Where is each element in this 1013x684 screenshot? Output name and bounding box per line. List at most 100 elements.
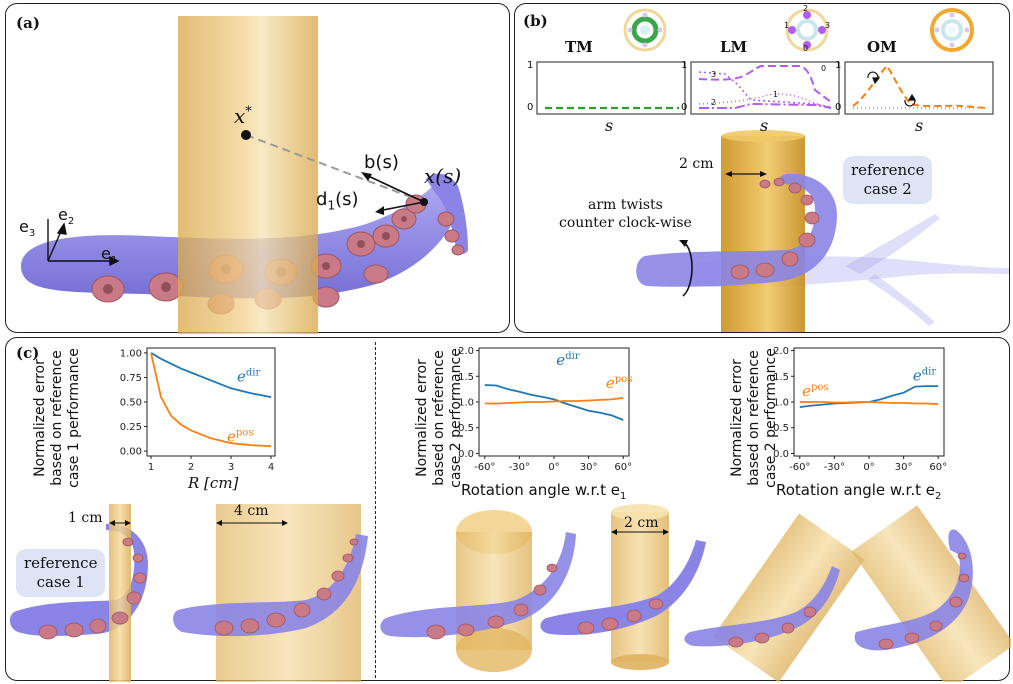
axes-triad (47, 219, 120, 267)
lm-curve-label-3: 3 (711, 70, 717, 79)
d1-vector-label: d1(s) (316, 189, 359, 213)
series-line-pos (799, 401, 939, 405)
chart-rotation-e2-error: 0.0 0.5 1.0 1.5 2.0 -60° -30° 0° 30° 60° edir epos (773, 346, 947, 473)
cylinder (721, 136, 805, 332)
tm-plot (536, 61, 686, 115)
lm-icon-label-0: 0 (803, 44, 809, 53)
cylinder (178, 16, 318, 334)
chart-radius-error: 0.00 0.25 0.50 0.75 1.00 1 2 3 4 edir epos (120, 347, 276, 473)
reference-case-2: reference case 2 (843, 156, 933, 204)
y-tick-label: 0.5 (458, 423, 474, 434)
panel-a-label: (a) (16, 14, 40, 32)
twist-annotation: arm twists counter clock-wise (559, 197, 692, 231)
om-title: OM (867, 38, 897, 56)
om-tick-1: 1 (835, 60, 842, 71)
y-tick-label: 1.5 (773, 372, 789, 383)
x-tick-label: 30° (580, 462, 598, 473)
lm-plot (690, 61, 840, 115)
panel-b: (b) TM LM OM 2 1 3 0 1 0 1 0 1 0 3 0 1 2… (514, 3, 1010, 333)
x-tick-label: -60° (474, 462, 495, 473)
lm-title: LM (720, 38, 748, 56)
y-tick-label: 0.0 (458, 449, 474, 460)
x-tick-label: 2 (188, 462, 194, 473)
plot-frame (146, 347, 276, 457)
lm-tick-1: 1 (681, 60, 688, 71)
x-tick-label: 30° (895, 462, 913, 473)
series-label-pos: epos (606, 374, 632, 392)
e2-label: e2 (58, 205, 75, 228)
om-icon (930, 8, 974, 52)
b-vector-label: b(s) (364, 152, 399, 173)
tm-tick-1: 1 (527, 60, 534, 71)
lm-icon-label-3: 3 (825, 21, 831, 30)
y-tick-label: 1.00 (120, 348, 142, 359)
y-tick-label: 1.5 (458, 372, 474, 383)
target-label: x* (234, 104, 252, 128)
y-tick-label: 1.0 (773, 398, 789, 409)
x-tick-label: -30° (509, 462, 530, 473)
x-tick-label: 0° (548, 462, 559, 473)
panel-c-illustrations (9, 504, 1011, 682)
reference-case-1: reference case 1 (16, 549, 106, 597)
lm-icon-label-2: 2 (803, 4, 809, 13)
om-plot (844, 61, 994, 115)
tm-icon (623, 8, 667, 52)
series-label-pos: epos (227, 427, 253, 445)
y-tick-label: 0.00 (120, 447, 142, 458)
y-tick-label: 2.0 (458, 346, 474, 357)
x-tick-label: 60° (929, 462, 947, 473)
x-tick-label: -60° (789, 462, 810, 473)
lm-icon-label-1: 1 (784, 21, 790, 30)
x-tick-label: 1 (148, 462, 154, 473)
width-label-1cm: 1 cm (68, 510, 103, 526)
y-tick-label: 1.0 (458, 398, 474, 409)
series-label-pos: epos (802, 382, 828, 400)
x-tick-label: 4 (268, 462, 274, 473)
panel-b-illustration (536, 8, 1009, 332)
series-label-dir: edir (913, 366, 936, 384)
y-tick-label: 2.0 (773, 346, 789, 357)
chart1-ylabel: Normalized error based on reference case… (32, 348, 82, 488)
tm-xlabel: s (605, 116, 614, 135)
lm-xlabel: s (760, 116, 769, 135)
series-label-dir: edir (556, 351, 579, 369)
y-tick-label: 0.50 (120, 398, 142, 409)
width-label-2cm-c: 2 cm (624, 515, 659, 531)
lm-curve-label-1: 1 (773, 90, 779, 99)
y-tick-label: 0.25 (120, 422, 142, 433)
tm-title: TM (565, 38, 593, 56)
chart-rotation-e1-error: 0.0 0.5 1.0 1.5 2.0 -60° -30° 0° 30° 60° edir epos (458, 346, 632, 473)
y-tick-label: 0.75 (120, 373, 142, 384)
series-line-pos (484, 397, 624, 405)
tm-tick-0: 0 (527, 102, 534, 113)
chart1-xlabel: R [cm] (188, 474, 239, 492)
panel-a-illustration (21, 16, 468, 334)
x-tick-label: 3 (228, 462, 234, 473)
series-label-dir: edir (237, 367, 260, 385)
panel-divider (375, 342, 376, 678)
panel-a: (a) x* b(s) d1(s) x(s) e3 e2 e1 (5, 3, 510, 334)
panel-c-label: (c) (16, 344, 40, 362)
panel-b-label: (b) (523, 12, 548, 30)
series-line-pos (150, 352, 272, 448)
chart3-xlabel: Rotation angle w.r.t e2 (776, 481, 942, 502)
lm-tick-0: 0 (681, 102, 688, 113)
lm-icon (785, 8, 829, 52)
om-tick-0: 0 (835, 102, 842, 113)
e3-label: e3 (19, 217, 36, 240)
xs-label: x(s) (424, 164, 462, 188)
lm-curve-label-2: 2 (711, 98, 717, 107)
panel-c: (c) Normalized error based on reference … (5, 337, 1011, 682)
x-tick-label: 60° (614, 462, 632, 473)
om-xlabel: s (915, 116, 924, 135)
width-label-2cm: 2 cm (679, 156, 714, 172)
target-point (241, 130, 251, 140)
y-tick-label: 0.5 (773, 423, 789, 434)
chart2-xlabel: Rotation angle w.r.t e1 (461, 481, 627, 502)
series-line-dir (484, 384, 624, 421)
lm-curve-label-0: 0 (821, 64, 827, 73)
y-tick-label: 0.0 (773, 449, 789, 460)
x-tick-label: 0° (863, 462, 874, 473)
width-label-4cm: 4 cm (234, 503, 269, 519)
series-line-dir (150, 352, 272, 398)
